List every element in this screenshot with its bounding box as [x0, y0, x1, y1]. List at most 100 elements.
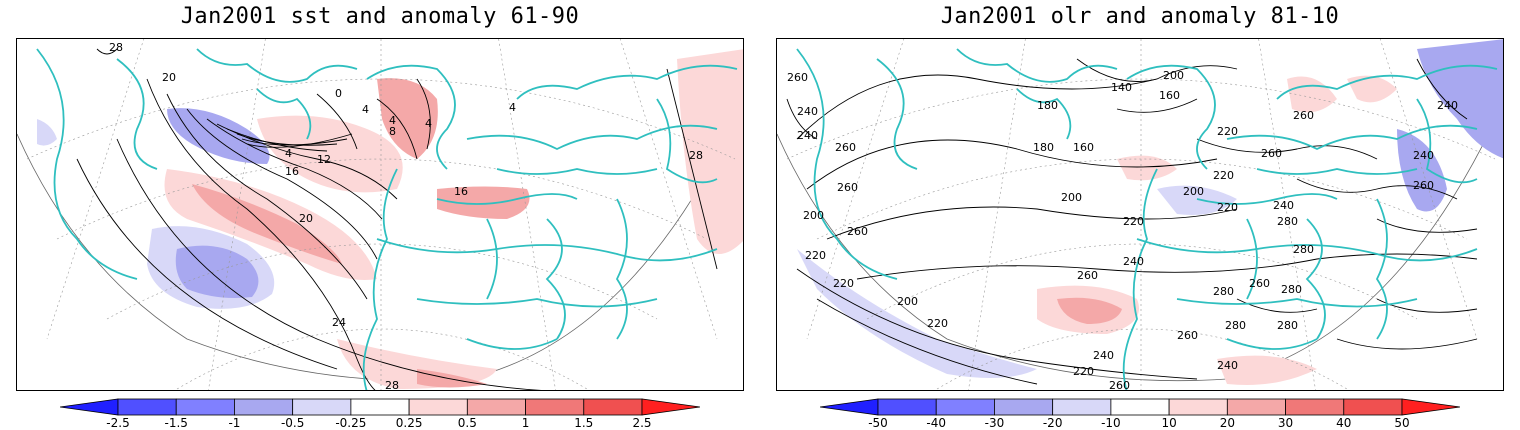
- colorbar-swatch: [234, 398, 294, 416]
- contour-label: 200: [1061, 191, 1082, 204]
- positive-anomaly-arabia: [1217, 355, 1317, 385]
- contour-label: 200: [897, 295, 918, 308]
- contour-label: 20: [299, 212, 313, 225]
- graticule: [786, 39, 1496, 390]
- contour-label: 220: [1073, 365, 1094, 378]
- colorbar-tick-label: -0.5: [280, 416, 305, 430]
- contour-label: 220: [1217, 125, 1238, 138]
- contour-label: 280: [1281, 283, 1302, 296]
- positive-anomaly-ne: [677, 49, 743, 254]
- contour-label: 8: [389, 125, 396, 138]
- contour-label: 200: [803, 209, 824, 222]
- contour-label: 12: [317, 153, 331, 166]
- negative-anomaly-north: [167, 108, 270, 164]
- contour-label: 260: [1413, 179, 1434, 192]
- sst-contour-labels: 28 20 0 4 4 8 4 4 12 16 16 20 24 28 28 4: [109, 41, 703, 391]
- contour-label: 280: [1277, 319, 1298, 332]
- contour-label: 260: [847, 225, 868, 238]
- contour-label: 260: [837, 181, 858, 194]
- negative-anomaly-edge: [37, 119, 57, 146]
- colorbar-tick-label: 40: [1336, 416, 1352, 430]
- colorbar-tick-label: 2.5: [632, 416, 652, 430]
- contour-label: 280: [1293, 243, 1314, 256]
- contour-label: 220: [805, 249, 826, 262]
- contour-label: 180: [1037, 99, 1058, 112]
- contour-label: 20: [162, 71, 176, 84]
- contour-label: 180: [1033, 141, 1054, 154]
- contour-label: 0: [335, 87, 342, 100]
- colorbar-tick-label: 0.5: [457, 416, 477, 430]
- contour-label: 240: [1437, 99, 1458, 112]
- contour-label: 260: [1261, 147, 1282, 160]
- negative-anomaly-europe: [1157, 185, 1237, 215]
- colorbar-tick-label: 30: [1277, 416, 1294, 430]
- colorbar-extend-low: [820, 398, 879, 416]
- graticule: [26, 39, 736, 390]
- colorbar-swatch: [525, 398, 585, 416]
- colorbar-swatch: [466, 398, 526, 416]
- contour-label: 240: [1413, 149, 1434, 162]
- olr-anomaly-colorbar: [820, 398, 1460, 416]
- colorbar-swatch: [1285, 398, 1345, 416]
- positive-anomaly-scandinavia: [377, 78, 438, 159]
- coastlines: [796, 48, 1498, 390]
- contour-label: 4: [285, 147, 292, 160]
- coastlines: [36, 48, 738, 390]
- colorbar-extend-high: [641, 398, 700, 416]
- colorbar-extend-high: [1401, 398, 1460, 416]
- colorbar-swatch: [1168, 398, 1228, 416]
- contour-label: 4: [509, 101, 516, 114]
- colorbar-tick-label: -1: [228, 416, 241, 430]
- colorbar-swatch: [935, 398, 995, 416]
- negative-anomaly-east: [1397, 129, 1447, 212]
- colorbar-svg: [60, 398, 700, 416]
- olr-map-panel: 260 240 260 240 180 140 160 180 160 200 …: [776, 38, 1504, 391]
- contour-label: 28: [385, 379, 399, 391]
- contour-label: 280: [1225, 319, 1246, 332]
- colorbar-tick-label: -30: [984, 416, 1005, 430]
- anomaly-shading: [37, 49, 743, 389]
- contour-label: 240: [1093, 349, 1114, 362]
- contour-label: 280: [1277, 215, 1298, 228]
- colorbar-swatch: [292, 398, 352, 416]
- anomaly-shading: [797, 39, 1503, 385]
- colorbar-tick-label: -50: [868, 416, 888, 430]
- contour-label: 280: [1213, 285, 1234, 298]
- contour-label: 220: [1123, 215, 1144, 228]
- sst-map-panel: 28 20 0 4 4 8 4 4 12 16 16 20 24 28 28 4: [16, 38, 744, 391]
- contour-label: 4: [425, 117, 432, 130]
- contour-label: 200: [1183, 185, 1204, 198]
- positive-anomaly-med: [437, 186, 530, 219]
- positive-anomaly-mid: [1117, 155, 1177, 181]
- contour-label: 260: [1177, 329, 1198, 342]
- contour-label: 16: [285, 165, 299, 178]
- contour-label: 240: [1217, 359, 1238, 372]
- contour-label: 160: [1073, 141, 1094, 154]
- colorbar-swatch: [1110, 398, 1170, 416]
- contour-label: 260: [835, 141, 856, 154]
- colorbar-swatch: [408, 398, 468, 416]
- contour-label: 240: [1273, 199, 1294, 212]
- colorbar-swatch: [175, 398, 235, 416]
- contour-label: 140: [1111, 81, 1132, 94]
- colorbar-tick-label: 20: [1219, 416, 1235, 430]
- contour-label: 4: [362, 103, 369, 116]
- positive-anomaly-ne2: [1347, 75, 1397, 103]
- colorbar-tick-label: -2.5: [106, 416, 130, 430]
- colorbar-tick-label: -1.5: [164, 416, 188, 430]
- colorbar-swatch: [117, 398, 177, 416]
- colorbar-svg: [820, 398, 1460, 416]
- contour-label: 260: [1109, 379, 1130, 391]
- contour-label: 200: [1163, 69, 1184, 82]
- colorbar-tick-label: -40: [926, 416, 947, 430]
- colorbar-swatch: [994, 398, 1054, 416]
- contour-label: 16: [454, 185, 468, 198]
- contour-label: 260: [1077, 269, 1098, 282]
- colorbar-extend-low: [60, 398, 119, 416]
- left-map-title: Jan2001 sst and anomaly 61-90: [180, 4, 580, 29]
- colorbar-tick-label: 1.5: [574, 416, 594, 430]
- contour-label: 220: [927, 317, 948, 330]
- contour-label: 28: [109, 41, 123, 54]
- colorbar-tick-label: 10: [1161, 416, 1177, 430]
- contour-label: 240: [797, 105, 818, 118]
